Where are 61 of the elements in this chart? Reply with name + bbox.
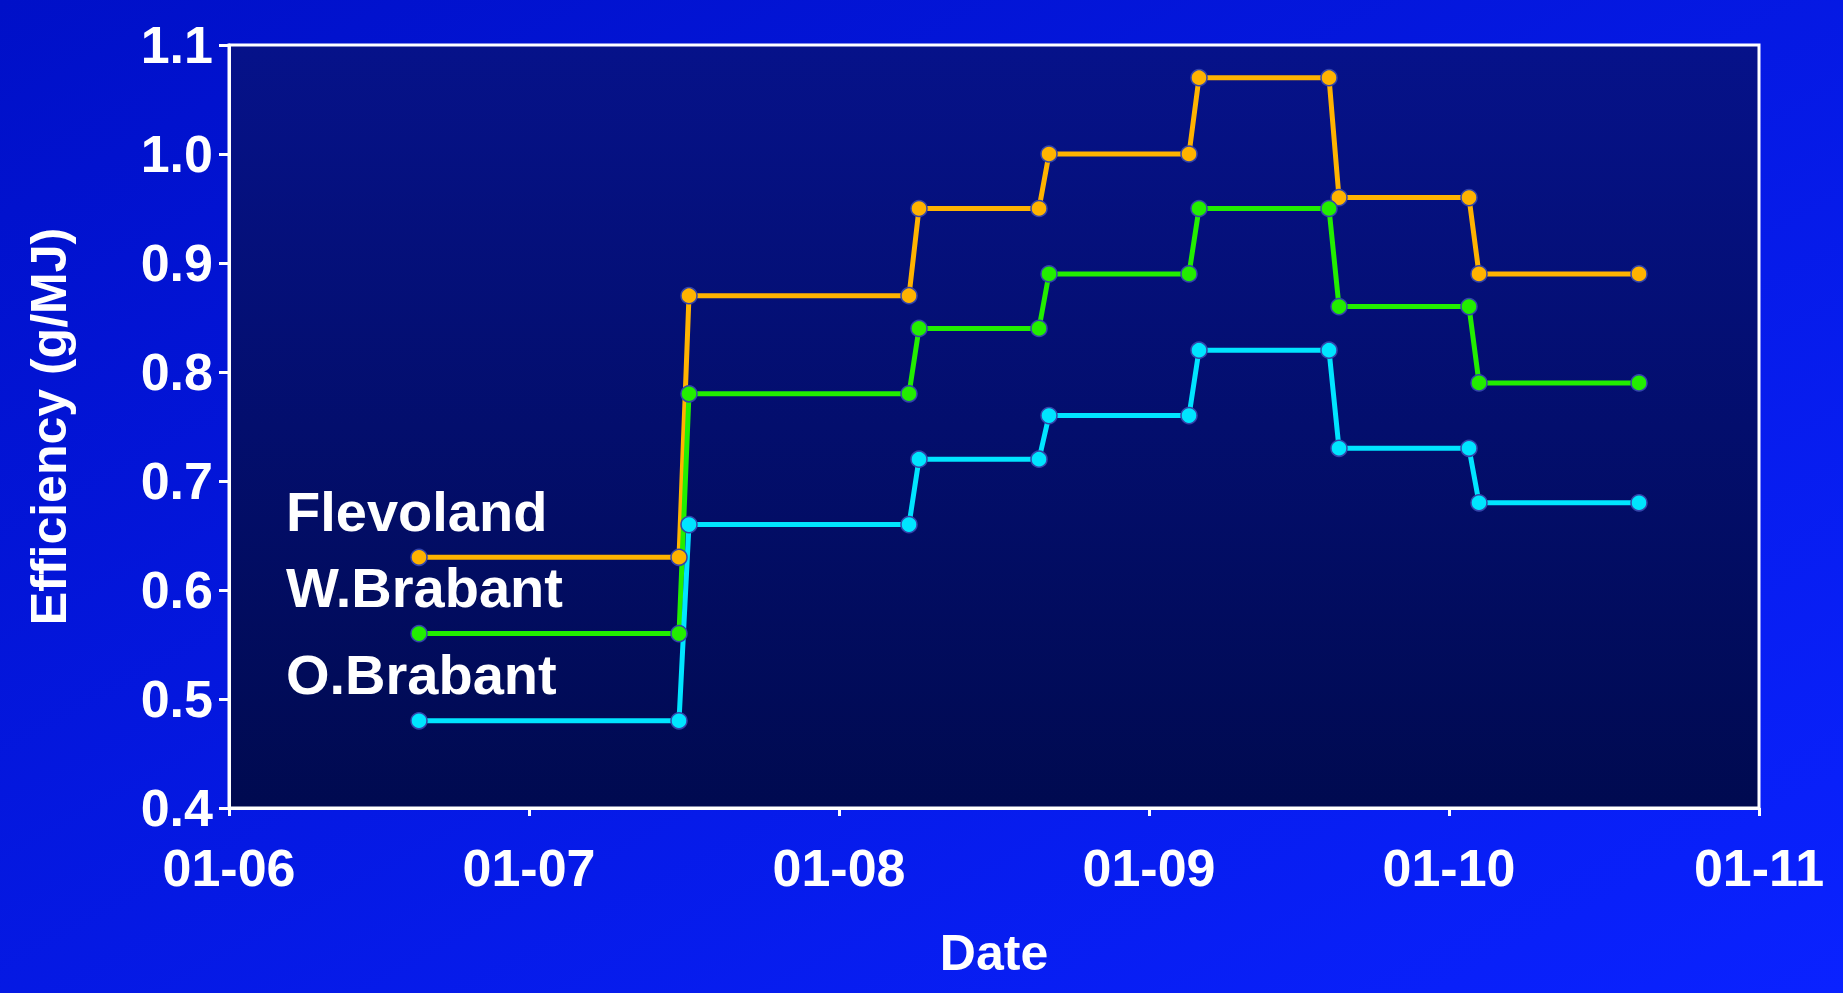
x-tick-label: 01-08 xyxy=(772,839,906,897)
point xyxy=(1320,341,1338,359)
point xyxy=(910,319,928,338)
point xyxy=(1030,199,1048,218)
point xyxy=(1180,265,1198,283)
point xyxy=(1190,68,1208,87)
x-axis-title: Date xyxy=(939,925,1049,981)
y-tick-label: 1.0 xyxy=(140,125,213,183)
point xyxy=(410,548,428,567)
point xyxy=(410,624,428,643)
point xyxy=(1470,494,1488,512)
y-tick-label: 0.7 xyxy=(140,452,213,510)
point xyxy=(670,624,688,643)
point xyxy=(1330,439,1348,458)
point xyxy=(900,286,918,305)
point xyxy=(1030,319,1048,338)
point xyxy=(680,286,698,305)
point xyxy=(910,450,928,468)
point xyxy=(1180,145,1198,163)
point xyxy=(1630,374,1648,392)
x-tick-label: 01-10 xyxy=(1382,839,1516,897)
x-tick-label: 01-07 xyxy=(462,839,596,897)
point xyxy=(1190,199,1208,218)
point xyxy=(1180,406,1198,425)
x-tick-label: 01-11 xyxy=(1693,839,1825,897)
point xyxy=(900,515,918,534)
point xyxy=(410,712,428,730)
x-tick-label: 01-06 xyxy=(162,839,296,897)
y-tick-label: 0.4 xyxy=(140,779,214,837)
point xyxy=(680,515,698,534)
point xyxy=(1630,494,1648,512)
x-tick-label: 01-09 xyxy=(1082,839,1216,897)
point xyxy=(1330,297,1348,316)
series-label: O.Brabant xyxy=(286,643,557,707)
point xyxy=(1040,265,1058,283)
series-label: W.Brabant xyxy=(286,556,563,620)
point xyxy=(670,548,688,567)
point xyxy=(1190,341,1208,359)
point xyxy=(900,385,918,403)
point xyxy=(670,712,688,730)
point xyxy=(1330,188,1348,207)
point xyxy=(1320,199,1338,218)
point xyxy=(1460,188,1478,207)
y-tick-label: 0.8 xyxy=(140,343,213,401)
point xyxy=(1320,68,1338,87)
point xyxy=(1030,450,1048,468)
point xyxy=(1470,265,1488,283)
point xyxy=(1630,265,1648,283)
y-tick-label: 0.9 xyxy=(140,234,213,292)
point xyxy=(1040,406,1058,425)
y-axis-title: Efficiency (g/MJ) xyxy=(21,227,77,626)
point xyxy=(1470,374,1488,392)
point xyxy=(1460,439,1478,458)
point xyxy=(1460,297,1478,316)
point xyxy=(910,199,928,218)
y-tick-label: 0.5 xyxy=(140,670,213,728)
y-tick-label: 1.1 xyxy=(140,16,213,74)
point xyxy=(680,385,698,403)
series-label: Flevoland xyxy=(286,479,548,543)
y-tick-label: 0.6 xyxy=(140,561,213,619)
point xyxy=(1040,145,1058,163)
